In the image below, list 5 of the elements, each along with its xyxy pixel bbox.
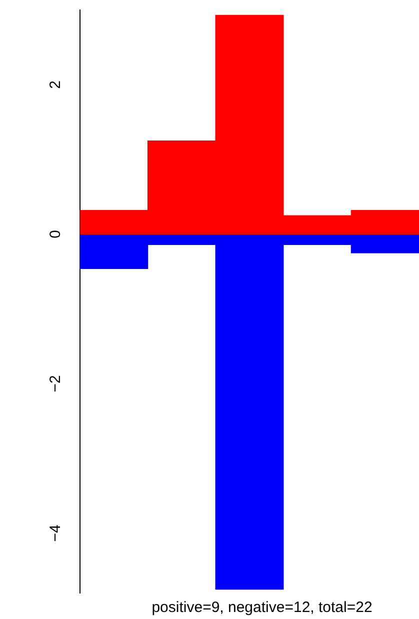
y-tick-label: −2: [47, 375, 64, 392]
y-tick-label: 2: [47, 80, 64, 89]
text: positive=9, negative=12, total=22: [152, 599, 372, 616]
y-tick-label: −4: [47, 524, 64, 542]
y-tick-label: 0: [47, 230, 64, 238]
